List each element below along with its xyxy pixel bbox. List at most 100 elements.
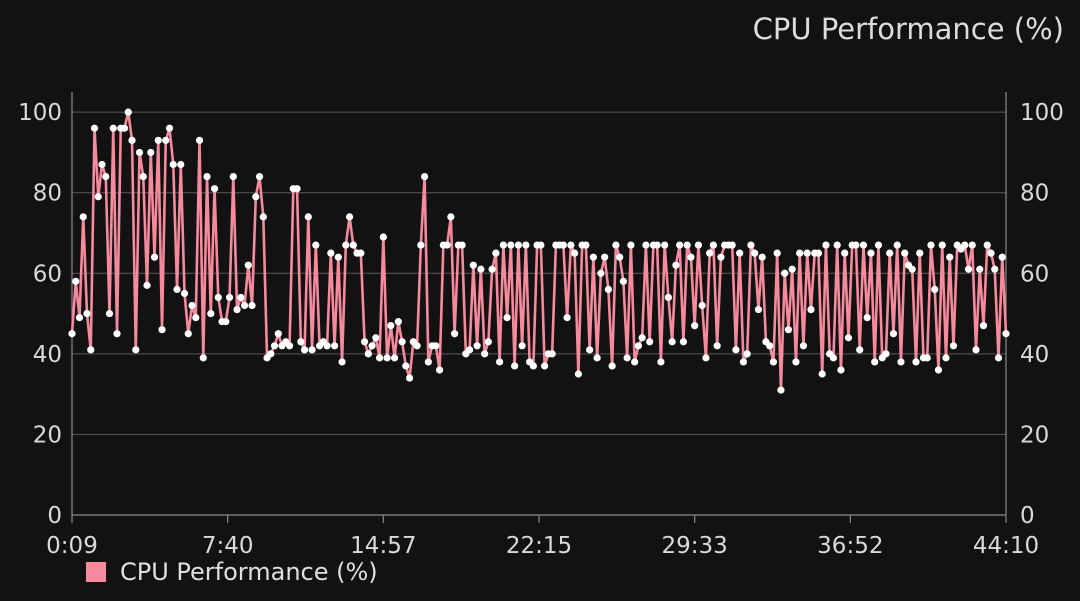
x-tick-label-2: 14:57 bbox=[350, 533, 416, 559]
data-point-186 bbox=[766, 342, 774, 350]
data-point-60 bbox=[293, 185, 301, 193]
tick-labels: 0 0 20 20 40 40 60 60 80 80 100 100 0:09 7:40 14:57 22:… bbox=[18, 100, 1064, 559]
data-point-61 bbox=[297, 338, 305, 346]
data-point-213 bbox=[867, 249, 875, 257]
data-point-74 bbox=[345, 213, 354, 221]
data-point-153 bbox=[642, 241, 650, 249]
data-point-188 bbox=[773, 249, 781, 257]
data-point-8 bbox=[98, 160, 106, 169]
data-point-165 bbox=[687, 253, 695, 261]
data-point-146 bbox=[616, 253, 624, 261]
data-point-48 bbox=[248, 301, 256, 310]
data-point-239 bbox=[964, 265, 973, 273]
data-point-5 bbox=[87, 346, 95, 354]
data-point-32 bbox=[188, 301, 196, 310]
data-point-58 bbox=[285, 342, 294, 350]
data-point-205 bbox=[837, 366, 845, 374]
data-point-145 bbox=[612, 241, 620, 249]
data-point-141 bbox=[597, 269, 605, 277]
data-point-173 bbox=[717, 253, 725, 261]
data-point-17 bbox=[132, 346, 140, 354]
data-point-26 bbox=[165, 124, 174, 132]
data-point-197 bbox=[807, 305, 815, 314]
data-point-43 bbox=[229, 173, 237, 181]
y-tick-right-60: 60 bbox=[1020, 261, 1049, 287]
data-point-143 bbox=[604, 285, 612, 293]
data-point-212 bbox=[863, 314, 871, 322]
data-point-178 bbox=[736, 249, 744, 257]
data-point-22 bbox=[150, 253, 159, 261]
data-point-214 bbox=[871, 358, 879, 366]
data-point-211 bbox=[859, 241, 868, 249]
data-point-163 bbox=[679, 338, 688, 346]
data-point-94 bbox=[420, 173, 429, 181]
data-point-16 bbox=[128, 136, 136, 144]
data-point-126 bbox=[541, 362, 549, 370]
axes bbox=[71, 92, 1007, 523]
data-point-207 bbox=[844, 334, 853, 342]
data-point-220 bbox=[893, 241, 901, 249]
data-point-28 bbox=[173, 285, 181, 293]
data-point-194 bbox=[796, 249, 804, 257]
chart-title: CPU Performance (%) bbox=[752, 12, 1064, 46]
x-tick-label-4: 29:33 bbox=[662, 533, 728, 559]
data-point-93 bbox=[417, 241, 425, 249]
data-point-21 bbox=[147, 148, 155, 157]
data-point-78 bbox=[360, 338, 369, 346]
data-point-193 bbox=[792, 358, 800, 366]
data-point-1 bbox=[72, 277, 80, 285]
data-point-248 bbox=[998, 253, 1006, 261]
data-point-230 bbox=[931, 285, 939, 293]
y-tick-right-20: 20 bbox=[1020, 422, 1049, 448]
data-point-92 bbox=[413, 342, 421, 350]
data-point-9 bbox=[102, 173, 110, 181]
data-point-206 bbox=[841, 249, 849, 257]
data-point-71 bbox=[334, 253, 342, 261]
data-point-65 bbox=[312, 241, 320, 249]
data-point-14 bbox=[120, 124, 129, 132]
data-point-128 bbox=[548, 350, 556, 358]
data-point-192 bbox=[788, 265, 796, 273]
data-point-106 bbox=[466, 346, 474, 354]
data-point-196 bbox=[803, 249, 811, 257]
data-point-102 bbox=[451, 330, 459, 338]
data-point-15 bbox=[124, 108, 132, 116]
data-point-84 bbox=[383, 354, 391, 362]
data-point-171 bbox=[709, 241, 718, 249]
data-point-179 bbox=[739, 358, 748, 366]
data-point-217 bbox=[882, 350, 890, 358]
data-point-72 bbox=[338, 358, 346, 366]
data-point-238 bbox=[961, 241, 969, 249]
data-point-159 bbox=[664, 293, 673, 302]
data-point-233 bbox=[942, 354, 950, 362]
data-point-242 bbox=[976, 265, 984, 273]
data-point-183 bbox=[754, 305, 763, 314]
data-point-164 bbox=[683, 241, 691, 249]
data-point-118 bbox=[511, 362, 519, 370]
data-point-150 bbox=[631, 358, 639, 366]
data-point-12 bbox=[113, 330, 121, 338]
data-point-156 bbox=[653, 241, 661, 249]
data-point-132 bbox=[563, 314, 571, 322]
data-point-107 bbox=[469, 261, 477, 269]
x-tick-label-0: 0:09 bbox=[46, 533, 98, 559]
x-tick-label-5: 36:52 bbox=[817, 533, 883, 559]
data-point-157 bbox=[657, 358, 665, 366]
data-point-246 bbox=[991, 265, 999, 273]
data-point-109 bbox=[477, 265, 485, 273]
data-point-209 bbox=[852, 241, 860, 249]
data-point-11 bbox=[109, 124, 117, 132]
data-point-235 bbox=[949, 342, 958, 350]
data-point-27 bbox=[169, 160, 177, 169]
data-point-2 bbox=[75, 314, 84, 322]
data-point-115 bbox=[499, 241, 507, 249]
data-point-19 bbox=[139, 173, 147, 181]
legend: CPU Performance (%) bbox=[86, 558, 378, 586]
data-point-97 bbox=[432, 342, 440, 350]
data-point-234 bbox=[946, 253, 954, 261]
data-point-110 bbox=[481, 350, 489, 358]
data-point-140 bbox=[593, 354, 601, 362]
data-point-116 bbox=[503, 314, 511, 322]
data-point-120 bbox=[518, 342, 526, 350]
data-point-131 bbox=[559, 241, 567, 249]
